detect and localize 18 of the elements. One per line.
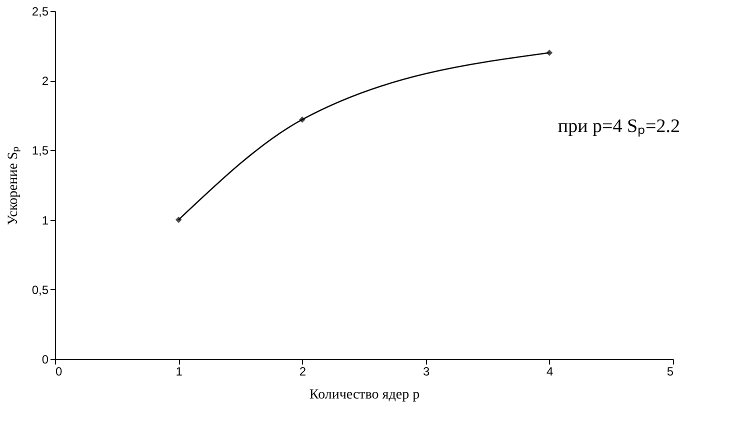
y-tick-label: 0,5 bbox=[32, 282, 49, 297]
point bbox=[175, 216, 182, 223]
y-tick-label: 2,5 bbox=[32, 4, 49, 18]
y-tick-label: 2 bbox=[42, 74, 49, 88]
x-tick-label: 3 bbox=[422, 364, 430, 378]
point bbox=[299, 116, 306, 123]
y-tick-label: 1,5 bbox=[32, 144, 49, 158]
x-tick-label: 2 bbox=[299, 364, 306, 378]
x-tick-label: 1 bbox=[176, 364, 183, 378]
point bbox=[546, 50, 553, 56]
x-tick-label: 5 bbox=[666, 364, 674, 378]
x-tick-label: 4 bbox=[546, 364, 554, 378]
annotation: при p=4 Sₚ=2.2 bbox=[558, 116, 680, 137]
y-tick-label: 1 bbox=[42, 213, 49, 228]
x-axis-title: Количество ядер p bbox=[309, 388, 420, 402]
y-axis-title: Ускорение Sₚ bbox=[6, 146, 21, 226]
x-tick-label: 0 bbox=[56, 364, 62, 378]
y-tick-label: 0 bbox=[42, 352, 49, 366]
